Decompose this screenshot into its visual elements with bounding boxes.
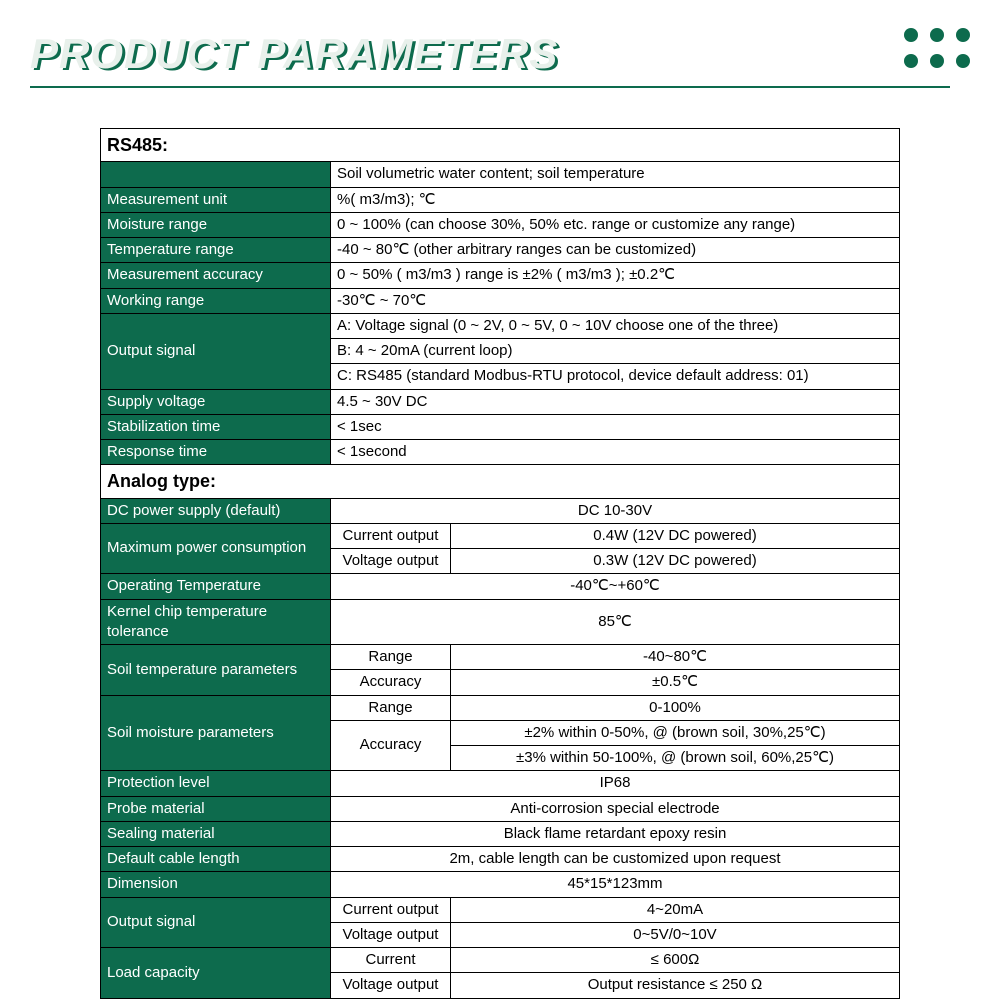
val-measurement-unit: %( m3/m3); ℃ bbox=[331, 187, 900, 212]
sub-load-current: Current bbox=[331, 948, 451, 973]
label-soil-moist: Soil moisture parameters bbox=[101, 695, 331, 771]
spec-table-container: RS485: Soil volumetric water content; so… bbox=[0, 98, 1000, 999]
label-stabilization-time: Stabilization time bbox=[101, 414, 331, 439]
label-load-cap: Load capacity bbox=[101, 948, 331, 999]
label-kernel-chip: Kernel chip temperature tolerance bbox=[101, 599, 331, 645]
val-content: Soil volumetric water content; soil temp… bbox=[331, 162, 900, 187]
section-rs485: RS485: bbox=[101, 129, 900, 162]
label-working-range: Working range bbox=[101, 288, 331, 313]
val-working-range: -30℃ ~ 70℃ bbox=[331, 288, 900, 313]
val-kernel-chip: 85℃ bbox=[331, 599, 900, 645]
sub-outsig-voltage: Voltage output bbox=[331, 922, 451, 947]
label-measurement-unit: Measurement unit bbox=[101, 187, 331, 212]
sub-current-output: Current output bbox=[331, 523, 451, 548]
label-output-signal: Output signal bbox=[101, 313, 331, 389]
label-operating-temp: Operating Temperature bbox=[101, 574, 331, 599]
val-output-b: B: 4 ~ 20mA (current loop) bbox=[331, 339, 900, 364]
sub-soiltemp-range: Range bbox=[331, 645, 451, 670]
val-sealing-mat: Black flame retardant epoxy resin bbox=[331, 821, 900, 846]
sub-soilmoist-accuracy: Accuracy bbox=[331, 720, 451, 771]
sub-voltage-output: Voltage output bbox=[331, 549, 451, 574]
label-response-time: Response time bbox=[101, 440, 331, 465]
val-outsig-current: 4~20mA bbox=[451, 897, 900, 922]
label-dimension: Dimension bbox=[101, 872, 331, 897]
val-soilmoist-acc1: ±2% within 0-50%, @ (brown soil, 30%,25℃… bbox=[451, 720, 900, 745]
val-soilmoist-acc2: ±3% within 50-100%, @ (brown soil, 60%,2… bbox=[451, 746, 900, 771]
val-stabilization-time: < 1sec bbox=[331, 414, 900, 439]
val-load-current: ≤ 600Ω bbox=[451, 948, 900, 973]
label-supply-voltage: Supply voltage bbox=[101, 389, 331, 414]
val-protection: IP68 bbox=[331, 771, 900, 796]
val-response-time: < 1second bbox=[331, 440, 900, 465]
sub-soiltemp-accuracy: Accuracy bbox=[331, 670, 451, 695]
label-probe-mat: Probe material bbox=[101, 796, 331, 821]
label-cable-len: Default cable length bbox=[101, 847, 331, 872]
label-temperature-range: Temperature range bbox=[101, 238, 331, 263]
val-soilmoist-range: 0-100% bbox=[451, 695, 900, 720]
val-output-c: C: RS485 (standard Modbus-RTU protocol, … bbox=[331, 364, 900, 389]
spec-table: RS485: Soil volumetric water content; so… bbox=[100, 128, 900, 999]
label-protection: Protection level bbox=[101, 771, 331, 796]
val-maxpower-current: 0.4W (12V DC powered) bbox=[451, 523, 900, 548]
label-max-power: Maximum power consumption bbox=[101, 523, 331, 574]
label-blank bbox=[101, 162, 331, 187]
label-moisture-range: Moisture range bbox=[101, 212, 331, 237]
val-output-a: A: Voltage signal (0 ~ 2V, 0 ~ 5V, 0 ~ 1… bbox=[331, 313, 900, 338]
header: PRODUCT PARAMETERS PRODUCT PARAMETERS bbox=[0, 0, 1000, 98]
val-probe-mat: Anti-corrosion special electrode bbox=[331, 796, 900, 821]
val-measurement-accuracy: 0 ~ 50% ( m3/m3 ) range is ±2% ( m3/m3 )… bbox=[331, 263, 900, 288]
label-dc-power: DC power supply (default) bbox=[101, 498, 331, 523]
sub-soilmoist-range: Range bbox=[331, 695, 451, 720]
val-dimension: 45*15*123mm bbox=[331, 872, 900, 897]
val-load-voltage: Output resistance ≤ 250 Ω bbox=[451, 973, 900, 998]
label-sealing-mat: Sealing material bbox=[101, 821, 331, 846]
sub-load-voltage: Voltage output bbox=[331, 973, 451, 998]
sub-outsig-current: Current output bbox=[331, 897, 451, 922]
val-supply-voltage: 4.5 ~ 30V DC bbox=[331, 389, 900, 414]
label-analog-output: Output signal bbox=[101, 897, 331, 948]
section-analog: Analog type: bbox=[101, 465, 900, 498]
title-underline bbox=[30, 86, 950, 88]
val-dc-power: DC 10-30V bbox=[331, 498, 900, 523]
val-operating-temp: -40℃~+60℃ bbox=[331, 574, 900, 599]
val-soiltemp-range: -40~80℃ bbox=[451, 645, 900, 670]
val-maxpower-voltage: 0.3W (12V DC powered) bbox=[451, 549, 900, 574]
val-soiltemp-accuracy: ±0.5℃ bbox=[451, 670, 900, 695]
page-title: PRODUCT PARAMETERS bbox=[30, 30, 970, 78]
val-cable-len: 2m, cable length can be customized upon … bbox=[331, 847, 900, 872]
val-moisture-range: 0 ~ 100% (can choose 30%, 50% etc. range… bbox=[331, 212, 900, 237]
label-soil-temp: Soil temperature parameters bbox=[101, 645, 331, 696]
val-outsig-voltage: 0~5V/0~10V bbox=[451, 922, 900, 947]
val-temperature-range: -40 ~ 80℃ (other arbitrary ranges can be… bbox=[331, 238, 900, 263]
label-measurement-accuracy: Measurement accuracy bbox=[101, 263, 331, 288]
